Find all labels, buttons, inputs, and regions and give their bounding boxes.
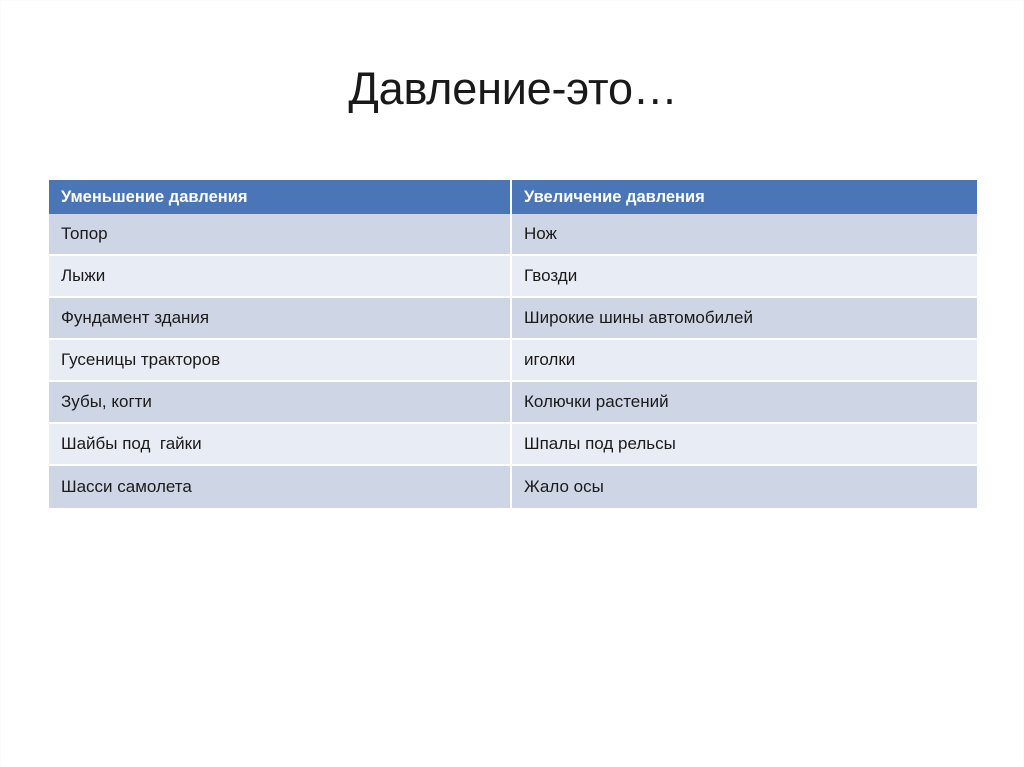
table-row: Шайбы под гайки Шпалы под рельсы bbox=[49, 424, 977, 466]
cell-decrease: Топор bbox=[49, 214, 512, 256]
table-row: Гусеницы тракторов иголки bbox=[49, 340, 977, 382]
cell-increase: Широкие шины автомобилей bbox=[512, 298, 977, 340]
table-header: Уменьшение давления Увеличение давления bbox=[49, 180, 977, 214]
column-header-increase: Увеличение давления bbox=[512, 180, 977, 214]
table-row: Лыжи Гвозди bbox=[49, 256, 977, 298]
pressure-comparison-table: Уменьшение давления Увеличение давления … bbox=[49, 180, 977, 508]
cell-decrease: Лыжи bbox=[49, 256, 512, 298]
cell-increase: Шпалы под рельсы bbox=[512, 424, 977, 466]
page-title: Давление-это… bbox=[348, 63, 678, 114]
table-row: Шасси самолета Жало осы bbox=[49, 466, 977, 508]
cell-decrease: Гусеницы тракторов bbox=[49, 340, 512, 382]
cell-decrease: Шасси самолета bbox=[49, 466, 512, 508]
table-body: Топор Нож Лыжи Гвозди Фундамент здания Ш… bbox=[49, 214, 977, 508]
cell-increase: Жало осы bbox=[512, 466, 977, 508]
cell-decrease: Фундамент здания bbox=[49, 298, 512, 340]
cell-decrease: Шайбы под гайки bbox=[49, 424, 512, 466]
table-row: Топор Нож bbox=[49, 214, 977, 256]
cell-increase: Гвозди bbox=[512, 256, 977, 298]
table-row: Зубы, когти Колючки растений bbox=[49, 382, 977, 424]
cell-increase: Нож bbox=[512, 214, 977, 256]
cell-increase: Колючки растений bbox=[512, 382, 977, 424]
table-row: Фундамент здания Широкие шины автомобиле… bbox=[49, 298, 977, 340]
cell-increase: иголки bbox=[512, 340, 977, 382]
cell-decrease: Зубы, когти bbox=[49, 382, 512, 424]
table-header-row: Уменьшение давления Увеличение давления bbox=[49, 180, 977, 214]
column-header-decrease: Уменьшение давления bbox=[49, 180, 512, 214]
